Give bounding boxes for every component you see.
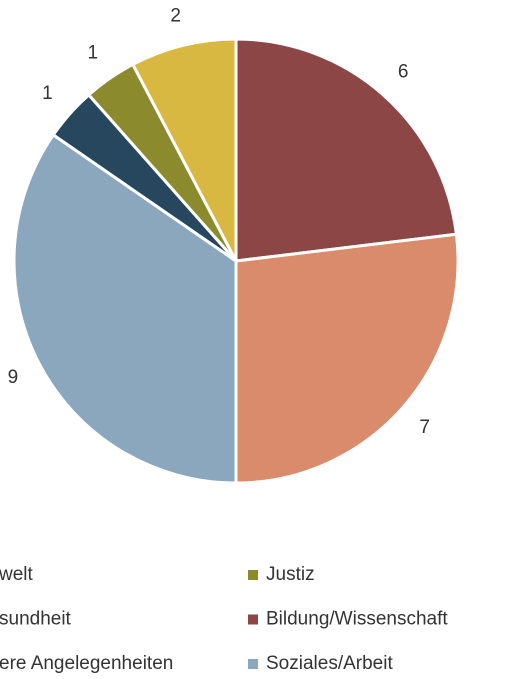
data-label: 7: [419, 417, 430, 438]
data-label: 6: [398, 61, 409, 82]
legend-marker: [248, 659, 258, 669]
data-label: 9: [8, 367, 19, 388]
pie-slice: [234, 37, 459, 263]
pie-slice: [130, 37, 238, 262]
data-label: 1: [88, 43, 99, 64]
legend-label: ere Angelegenheiten: [0, 653, 173, 674]
legend-label: Soziales/Arbeit: [266, 653, 393, 674]
legend-label: Justiz: [266, 564, 315, 585]
pie-slice: [12, 132, 238, 485]
legend-marker: [248, 570, 258, 580]
legend-label: Bildung/Wissenschaft: [266, 609, 448, 630]
legend-label: welt: [0, 564, 34, 585]
legend-label: sundheit: [0, 609, 72, 630]
data-label: 1: [42, 83, 53, 104]
pie-slice: [234, 232, 460, 485]
data-label: 2: [170, 5, 181, 26]
legend-marker: [248, 614, 258, 625]
